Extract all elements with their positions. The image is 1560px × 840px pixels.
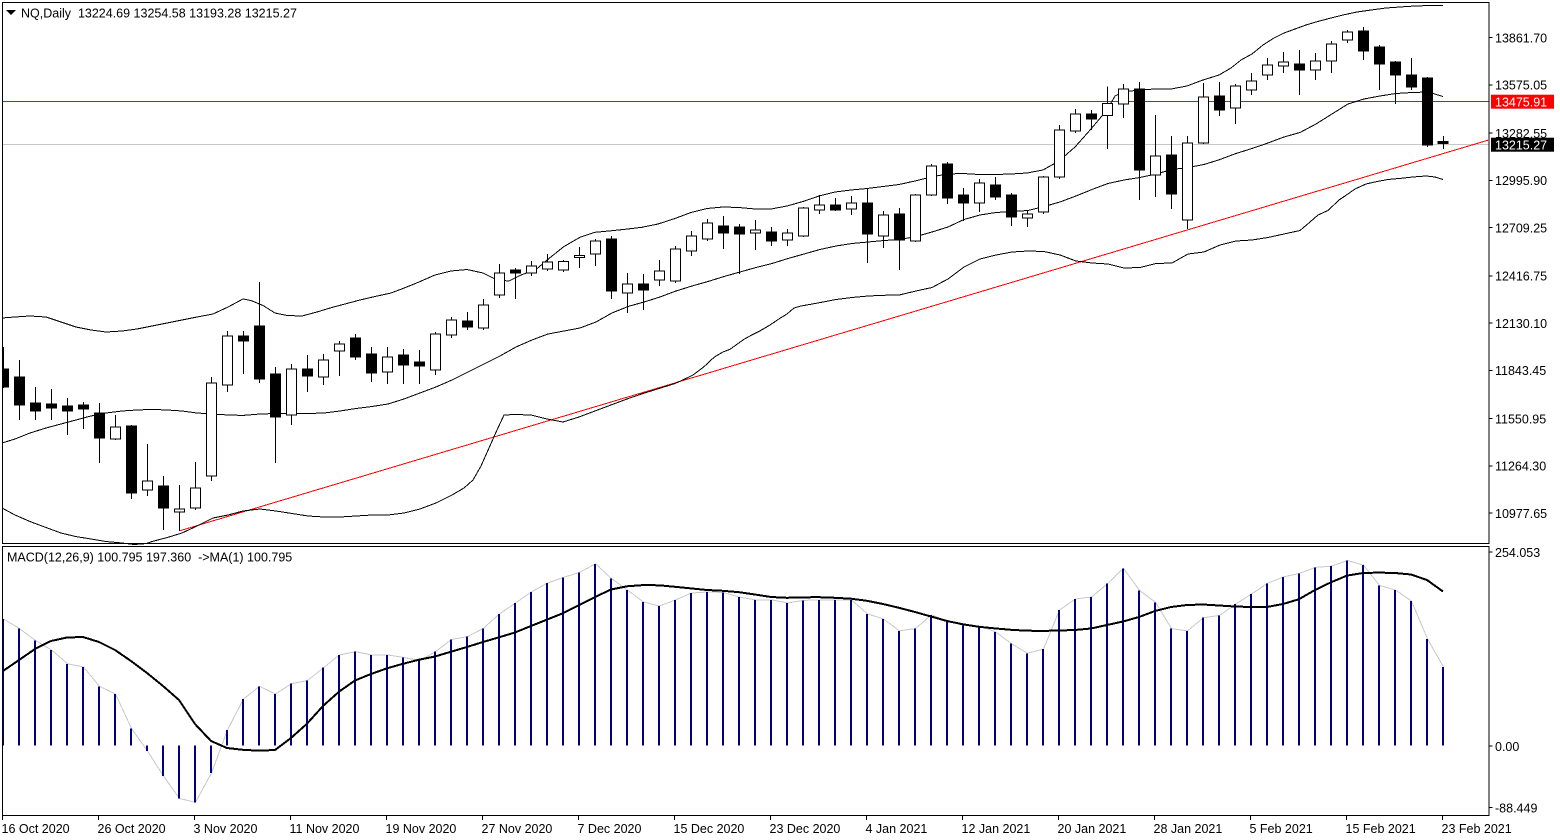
- svg-text:27 Nov 2020: 27 Nov 2020: [482, 822, 553, 836]
- svg-text:MACD(12,26,9) 100.795 197.360: MACD(12,26,9) 100.795 197.360 ->MA(1) 10…: [7, 551, 292, 565]
- svg-text:7 Dec 2020: 7 Dec 2020: [578, 822, 642, 836]
- svg-text:4 Jan 2021: 4 Jan 2021: [866, 822, 928, 836]
- svg-text:13861.70: 13861.70: [1495, 31, 1547, 45]
- svg-text:11843.45: 11843.45: [1495, 364, 1546, 378]
- svg-text:23 Feb 2021: 23 Feb 2021: [1442, 822, 1512, 836]
- svg-text:11264.30: 11264.30: [1495, 460, 1546, 474]
- svg-text:3 Nov 2020: 3 Nov 2020: [194, 822, 258, 836]
- svg-text:12709.25: 12709.25: [1495, 221, 1547, 235]
- svg-text:12130.10: 12130.10: [1495, 317, 1547, 331]
- svg-text:23 Dec 2020: 23 Dec 2020: [770, 822, 841, 836]
- svg-text:0.00: 0.00: [1495, 740, 1519, 754]
- svg-text:19 Nov 2020: 19 Nov 2020: [386, 822, 457, 836]
- svg-text:12 Jan 2021: 12 Jan 2021: [962, 822, 1031, 836]
- svg-text:254.053: 254.053: [1495, 546, 1540, 560]
- svg-text:13575.05: 13575.05: [1495, 79, 1547, 93]
- svg-text:13282.55: 13282.55: [1495, 127, 1547, 141]
- svg-text:15 Feb 2021: 15 Feb 2021: [1346, 822, 1416, 836]
- svg-text:16 Oct 2020: 16 Oct 2020: [2, 822, 70, 836]
- svg-text:28 Jan 2021: 28 Jan 2021: [1154, 822, 1223, 836]
- svg-text:11 Nov 2020: 11 Nov 2020: [290, 822, 360, 836]
- svg-text:20 Jan 2021: 20 Jan 2021: [1058, 822, 1127, 836]
- svg-text:13215.27: 13215.27: [1495, 139, 1547, 153]
- svg-text:13475.91: 13475.91: [1495, 96, 1547, 110]
- svg-text:12416.75: 12416.75: [1495, 270, 1547, 284]
- svg-text:-88.449: -88.449: [1495, 801, 1537, 815]
- svg-text:5 Feb 2021: 5 Feb 2021: [1250, 822, 1313, 836]
- svg-text:26 Oct 2020: 26 Oct 2020: [98, 822, 166, 836]
- svg-text:10977.65: 10977.65: [1495, 507, 1547, 521]
- svg-text:15 Dec 2020: 15 Dec 2020: [674, 822, 745, 836]
- svg-text:12995.90: 12995.90: [1495, 174, 1547, 188]
- svg-text:NQ,Daily 13224.69 13254.58 13: NQ,Daily 13224.69 13254.58 13193.28 1321…: [21, 7, 297, 21]
- svg-text:11550.95: 11550.95: [1495, 412, 1546, 426]
